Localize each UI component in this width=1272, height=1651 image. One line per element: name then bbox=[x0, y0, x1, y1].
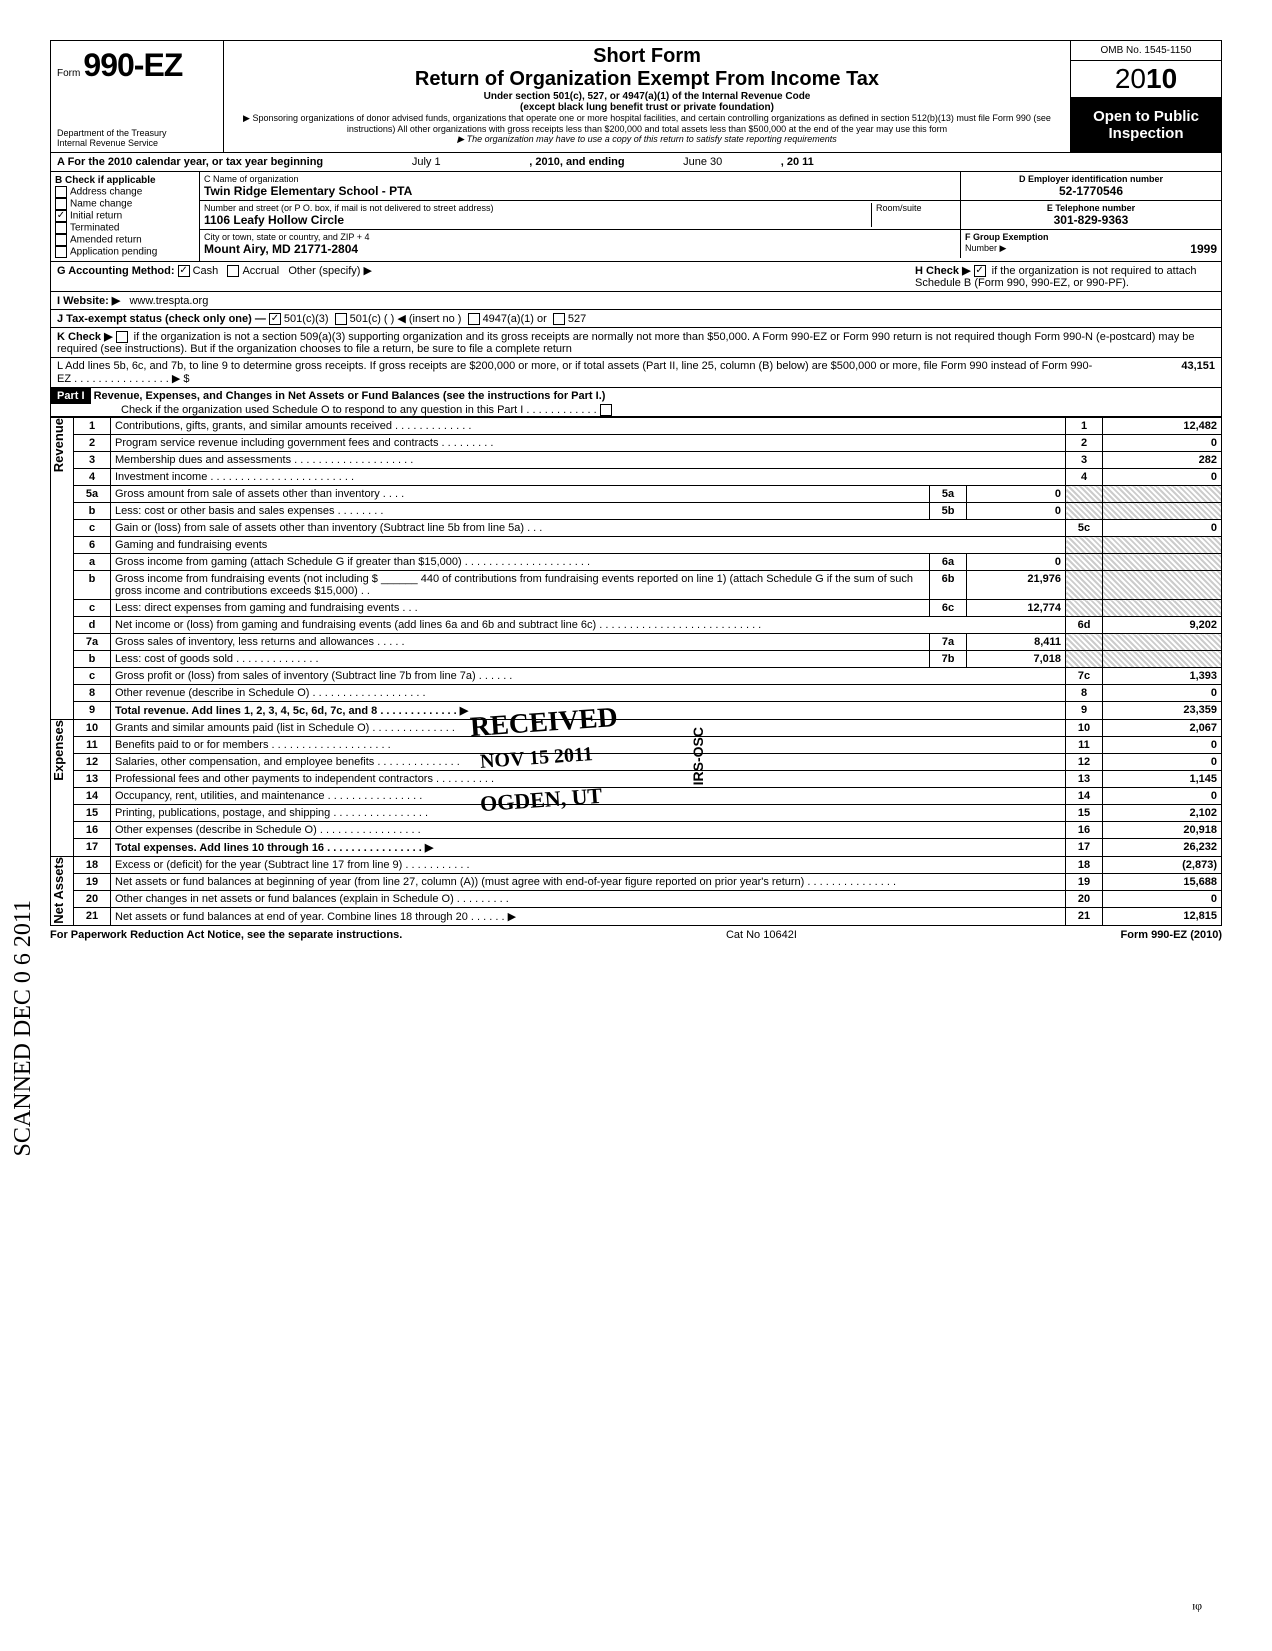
527-checkbox[interactable] bbox=[553, 313, 565, 325]
boxb-opt-2[interactable]: ✓ bbox=[55, 210, 67, 222]
line-6b: bGross income from fundraising events (n… bbox=[51, 571, 1222, 600]
line-5b: bLess: cost or other basis and sales exp… bbox=[51, 503, 1222, 520]
line-7b: bLess: cost of goods sold . . . . . . . … bbox=[51, 651, 1222, 668]
title-short-form: Short Form bbox=[230, 45, 1064, 68]
box-b: B Check if applicable Address changeName… bbox=[51, 172, 200, 261]
row-a-tax-year: A For the 2010 calendar year, or tax yea… bbox=[50, 153, 1222, 172]
group-exemption: 1999 bbox=[1190, 242, 1217, 256]
part1-header: Part I Revenue, Expenses, and Changes in… bbox=[50, 388, 1222, 417]
4947-checkbox[interactable] bbox=[468, 313, 480, 325]
header-note2: ▶ The organization may have to use a cop… bbox=[230, 134, 1064, 145]
row-j-status: J Tax-exempt status (check only one) — ✓… bbox=[50, 310, 1222, 328]
header-note1: ▶ Sponsoring organizations of donor advi… bbox=[230, 113, 1064, 134]
line-11: 11Benefits paid to or for members . . . … bbox=[51, 737, 1222, 754]
line-16: 16Other expenses (describe in Schedule O… bbox=[51, 822, 1222, 839]
org-city: Mount Airy, MD 21771-2804 bbox=[204, 242, 956, 256]
phone: 301-829-9363 bbox=[965, 213, 1217, 227]
subtitle-except: (except black lung benefit trust or priv… bbox=[230, 102, 1064, 113]
boxb-opt-4[interactable] bbox=[55, 234, 67, 246]
boxb-opt-0[interactable] bbox=[55, 186, 67, 198]
website: www.trespta.org bbox=[129, 295, 208, 307]
org-name: Twin Ridge Elementary School - PTA bbox=[204, 184, 956, 198]
row-k: K Check ▶ if the organization is not a s… bbox=[50, 328, 1222, 358]
501c3-checkbox[interactable]: ✓ bbox=[269, 313, 281, 325]
subtitle-code: Under section 501(c), 527, or 4947(a)(1)… bbox=[230, 91, 1064, 102]
row-i-website: I Website: ▶ www.trespta.org bbox=[50, 292, 1222, 310]
form-number: 990-EZ bbox=[83, 47, 182, 83]
scanned-stamp: SCANNED DEC 0 6 2011 bbox=[10, 900, 37, 1156]
form-header: Form 990-EZ Department of the Treasury I… bbox=[50, 40, 1222, 153]
boxb-opt-1[interactable] bbox=[55, 198, 67, 210]
dept-treasury: Department of the Treasury bbox=[57, 128, 167, 138]
line-6d: dNet income or (loss) from gaming and fu… bbox=[51, 617, 1222, 634]
org-street: 1106 Leafy Hollow Circle bbox=[204, 213, 871, 227]
gross-receipts: 43,151 bbox=[1105, 360, 1215, 385]
501c-checkbox[interactable] bbox=[335, 313, 347, 325]
entity-block: B Check if applicable Address changeName… bbox=[50, 172, 1222, 262]
open-to-public: Open to PublicInspection bbox=[1071, 98, 1221, 152]
line-10: Expenses10Grants and similar amounts pai… bbox=[51, 720, 1222, 737]
line-3: 3Membership dues and assessments . . . .… bbox=[51, 452, 1222, 469]
line-15: 15Printing, publications, postage, and s… bbox=[51, 805, 1222, 822]
form-label: Form bbox=[57, 68, 80, 79]
signature-mark: ᶦᵠ bbox=[1192, 1598, 1202, 1621]
line-14: 14Occupancy, rent, utilities, and mainte… bbox=[51, 788, 1222, 805]
line-18: Net Assets18Excess or (deficit) for the … bbox=[51, 857, 1222, 874]
line-5a: 5aGross amount from sale of assets other… bbox=[51, 486, 1222, 503]
line-6a: aGross income from gaming (attach Schedu… bbox=[51, 554, 1222, 571]
line-8: 8Other revenue (describe in Schedule O) … bbox=[51, 685, 1222, 702]
line-2: 2Program service revenue including gover… bbox=[51, 435, 1222, 452]
line-4: 4Investment income . . . . . . . . . . .… bbox=[51, 469, 1222, 486]
schedule-b-checkbox[interactable]: ✓ bbox=[974, 265, 986, 277]
line-20: 20Other changes in net assets or fund ba… bbox=[51, 891, 1222, 908]
ein: 52-1770546 bbox=[965, 184, 1217, 198]
row-l: L Add lines 5b, 6c, and 7b, to line 9 to… bbox=[50, 358, 1222, 388]
schedule-o-checkbox[interactable] bbox=[600, 404, 612, 416]
line-1: Revenue1Contributions, gifts, grants, an… bbox=[51, 418, 1222, 435]
page-footer: For Paperwork Reduction Act Notice, see … bbox=[50, 926, 1222, 944]
title-return: Return of Organization Exempt From Incom… bbox=[230, 68, 1064, 91]
boxb-opt-5[interactable] bbox=[55, 246, 67, 258]
line-13: 13Professional fees and other payments t… bbox=[51, 771, 1222, 788]
line-19: 19Net assets or fund balances at beginni… bbox=[51, 874, 1222, 891]
line-7a: 7aGross sales of inventory, less returns… bbox=[51, 634, 1222, 651]
k-checkbox[interactable] bbox=[116, 331, 128, 343]
dept-irs: Internal Revenue Service bbox=[57, 138, 167, 148]
cash-checkbox[interactable]: ✓ bbox=[178, 265, 190, 277]
stamp-irs: IRS-OSC bbox=[690, 727, 706, 785]
line-12: 12Salaries, other compensation, and empl… bbox=[51, 754, 1222, 771]
accrual-checkbox[interactable] bbox=[227, 265, 239, 277]
boxb-opt-3[interactable] bbox=[55, 222, 67, 234]
line-9: 9Total revenue. Add lines 1, 2, 3, 4, 5c… bbox=[51, 702, 1222, 720]
line-6c: cLess: direct expenses from gaming and f… bbox=[51, 600, 1222, 617]
line-5c: cGain or (loss) from sale of assets othe… bbox=[51, 520, 1222, 537]
line-7c: cGross profit or (loss) from sales of in… bbox=[51, 668, 1222, 685]
line-21: 21Net assets or fund balances at end of … bbox=[51, 908, 1222, 926]
tax-year: 2010 bbox=[1071, 61, 1221, 98]
line-17: 17Total expenses. Add lines 10 through 1… bbox=[51, 839, 1222, 857]
lines-table: Revenue1Contributions, gifts, grants, an… bbox=[50, 417, 1222, 926]
row-g-h: G Accounting Method: ✓Cash Accrual Other… bbox=[50, 262, 1222, 292]
line-6: 6Gaming and fundraising events bbox=[51, 537, 1222, 554]
omb-number: OMB No. 1545-1150 bbox=[1071, 41, 1221, 61]
